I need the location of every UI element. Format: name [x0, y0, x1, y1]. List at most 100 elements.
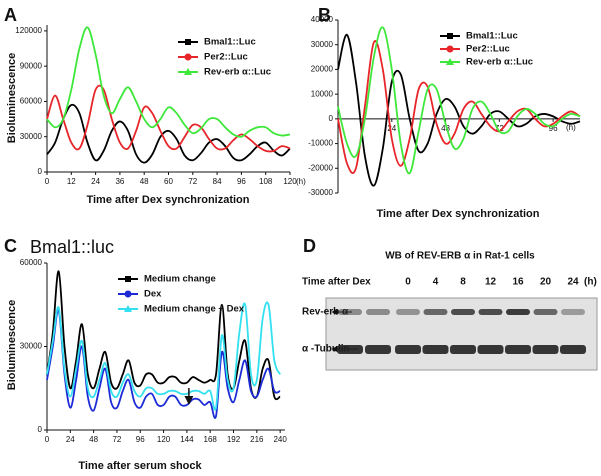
panel-label: A: [4, 5, 17, 25]
time-value: 16: [512, 277, 524, 288]
band: [395, 345, 421, 354]
band: [337, 345, 363, 354]
panel: B -30000 -20000 -10000 0 10000 20000 30000 40000…: [308, 5, 581, 220]
y-tick-label: 30000: [311, 40, 334, 49]
time-value: 4: [433, 277, 439, 288]
time-value: 8: [460, 277, 466, 288]
x-unit: (h): [566, 123, 576, 132]
legend-label: Medium change: [144, 274, 216, 285]
x-unit: (h): [296, 177, 306, 186]
x-axis-label: Time after Dex synchronization: [376, 208, 539, 220]
panel: A 0 30000 60000 90000 120000 0 12 24 36 48 60 72 84 96…: [4, 5, 306, 206]
line-series: [46, 84, 291, 153]
x-tick-label: 24: [66, 435, 75, 444]
y-tick-label: 0: [38, 425, 43, 434]
band: [533, 309, 558, 315]
legend-marker: [124, 305, 132, 312]
panel-label: D: [303, 236, 316, 256]
y-tick-label: -20000: [308, 163, 333, 172]
y-tick-label: 30000: [20, 342, 43, 351]
x-tick-label: 216: [250, 435, 264, 444]
band: [561, 309, 585, 315]
x-tick-label: 168: [204, 435, 218, 444]
x-tick-label: 120: [283, 177, 297, 186]
y-tick-label: 60000: [20, 97, 43, 106]
panel-label: B: [318, 5, 331, 25]
y-tick-label: 40000: [311, 15, 334, 24]
legend-label: Bmal1::Luc: [466, 31, 518, 42]
y-tick-label: 20000: [311, 65, 334, 74]
row-label: α -Tubulin: [302, 344, 350, 355]
band: [478, 309, 503, 315]
blot-membrane: [325, 297, 598, 371]
time-unit: (h): [584, 277, 597, 288]
band: [396, 309, 420, 315]
time-value: 24: [567, 277, 579, 288]
legend-marker: [184, 53, 192, 61]
legend-marker: [125, 276, 131, 282]
band: [450, 345, 476, 354]
time-label: Time after Dex: [302, 277, 371, 288]
band: [338, 309, 362, 315]
line-series: [46, 301, 281, 411]
band: [423, 309, 448, 315]
band: [365, 345, 391, 354]
blot-panel: D WB of REV-ERB α in Rat-1 cells Time afte…: [302, 236, 598, 371]
x-tick-label: 72: [495, 124, 504, 133]
x-tick-label: 12: [67, 177, 76, 186]
y-axis-label: Bioluminescence: [6, 300, 18, 390]
x-tick-label: 48: [89, 435, 98, 444]
x-tick-label: 0: [45, 435, 50, 444]
line-series: [46, 270, 281, 401]
line-series: [337, 40, 581, 174]
x-tick-label: 108: [259, 177, 273, 186]
band: [560, 345, 586, 354]
legend-label: Bmal1::Luc: [204, 37, 256, 48]
line-series: [337, 33, 581, 187]
band: [451, 309, 475, 315]
time-value: 0: [405, 277, 411, 288]
legend-marker: [447, 33, 453, 39]
x-tick-label: 96: [136, 435, 145, 444]
legend-marker: [446, 58, 454, 65]
legend-label: Rev-erb α::Luc: [466, 57, 533, 68]
x-tick-label: 144: [180, 435, 194, 444]
y-tick-label: 120000: [15, 26, 42, 35]
x-axis-label: Time after serum shock: [78, 460, 202, 472]
legend-label: Per2::Luc: [466, 44, 510, 55]
panel-label: C: [4, 236, 17, 256]
x-tick-label: 48: [140, 177, 149, 186]
row-label: Rev-erb α: [302, 307, 349, 318]
legend-label: Medium change + Dex: [144, 304, 245, 315]
line-series: [337, 26, 581, 175]
y-tick-label: -30000: [308, 188, 333, 197]
x-tick-label: 240: [273, 435, 287, 444]
x-tick-label: 0: [45, 177, 50, 186]
y-tick-label: 10000: [311, 89, 334, 98]
y-tick-label: 90000: [20, 61, 43, 70]
band: [532, 345, 559, 354]
time-value: 20: [540, 277, 552, 288]
x-tick-label: 48: [441, 124, 450, 133]
x-tick-label: 96: [237, 177, 246, 186]
x-tick-label: 72: [112, 435, 121, 444]
legend-marker: [184, 68, 192, 75]
blot-title: WB of REV-ERB α in Rat-1 cells: [385, 251, 535, 262]
time-value: 12: [485, 277, 497, 288]
panel-title: Bmal1::luc: [30, 237, 114, 257]
x-axis-label: Time after Dex synchronization: [86, 194, 249, 206]
y-axis-label: Bioluminescence: [6, 53, 18, 143]
x-tick-label: 192: [227, 435, 241, 444]
y-tick-label: 0: [329, 114, 334, 123]
x-tick-label: 72: [188, 177, 197, 186]
legend-label: Per2::Luc: [204, 52, 248, 63]
legend-label: Rev-erb α::Luc: [204, 67, 271, 78]
y-tick-label: -10000: [308, 139, 333, 148]
x-tick-label: 24: [387, 124, 396, 133]
band: [506, 309, 530, 315]
x-tick-label: 120: [157, 435, 171, 444]
legend-marker: [124, 290, 132, 298]
band: [422, 345, 449, 354]
